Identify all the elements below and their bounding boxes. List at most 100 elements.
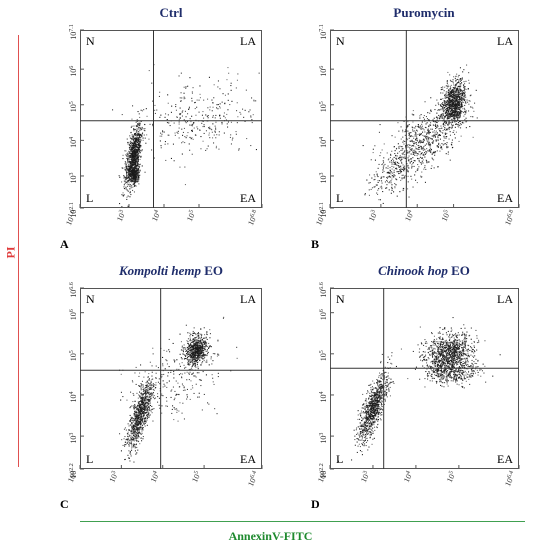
panel-b-event-dot [443,122,445,124]
panel-a-event-dot [136,144,138,146]
panel-c-event-dot [195,347,197,349]
panel-b-event-dot [432,158,434,160]
panel-b-event-dot [408,155,410,157]
panel-c-event-dot [148,392,150,394]
panel-c-event-dot [186,340,188,342]
panel-a-event-dot [132,186,134,188]
panel-b-event-dot [448,103,450,105]
panel-a-event-dot [129,164,131,166]
panel-c-event-dot [137,429,139,431]
panel-b-event-dot [379,199,381,201]
panel-a-event-dot [131,134,133,136]
panel-c-event-dot [202,337,204,339]
panel-c-event-dot [137,449,139,451]
panel-c-event-dot [149,409,151,411]
panel-b-event-dot [405,129,407,131]
panel-a-event-dot [134,174,136,176]
panel-a-event-dot [137,167,139,169]
panel-b-event-dot [452,89,454,91]
panel-b-event-dot [455,131,457,133]
panel-a-event-dot [184,121,186,123]
panel-b-event-dot [378,199,380,201]
panel-b-event-dot [454,96,456,98]
panel-c-event-dot [148,382,150,384]
panel-a-event-dot [181,153,183,155]
panel-b-event-dot [465,80,467,82]
panel-c-event-dot [194,352,196,354]
panel-b-event-dot [394,163,396,165]
panel-c-event-dot [185,350,187,352]
panel-b-event-dot [388,182,390,184]
panel-c-event-dot [197,343,199,345]
panel-c-event-dot [132,426,134,428]
panel-a-event-dot [124,176,126,178]
panel-b-event-dot [450,108,452,110]
panel-b-event-dot [444,104,446,106]
panel-c-event-dot [173,371,175,373]
panel-a-event-dot [238,149,240,151]
panel-b-event-dot [438,109,440,111]
panel-b-event-dot [463,91,465,93]
panel-a-event-dot [186,135,188,137]
panel-b-event-dot [464,93,466,95]
panel-b-event-dot [406,152,408,154]
panel-c-event-dot [171,408,173,410]
panel-b-event-dot [461,95,463,97]
panel-c-event-dot [130,419,132,421]
panel-b-event-dot [426,143,428,145]
panel-b-event-dot [455,79,457,81]
panel-b-event-dot [404,150,406,152]
panel-b-event-dot [458,126,460,128]
panel-b-event-dot [401,170,403,172]
panel-a-event-dot [126,183,128,185]
panel-a-event-dot [152,125,154,127]
panel-b-event-dot [377,189,379,191]
panel-c-event-dot [204,346,206,348]
panel-a-event-dot [141,133,143,135]
panel-a-event-dot [217,104,219,106]
panel-b-event-dot [470,106,472,108]
panel-b-event-dot [401,153,403,155]
panel-c-event-dot [128,442,130,444]
panel-c-event-dot [140,416,142,418]
panel-c-event-dot [145,405,147,407]
panel-b-event-dot [418,146,420,148]
panel-a-event-dot [136,140,138,142]
panel-b-event-dot [461,91,463,93]
panel-c-event-dot [140,419,142,421]
panel-a-event-dot [138,146,140,148]
panel-a-event-dot [191,129,193,131]
panel-b-event-dot [462,92,464,94]
panel-b-event-dot [414,135,416,137]
panel-c-event-dot [124,445,126,447]
panel-b-event-dot [423,168,425,170]
panel-a-event-dot [178,127,180,129]
panel-b-event-dot [459,88,461,90]
panel-a-event-dot [128,155,130,157]
panel-a-event-dot [136,131,138,133]
panel-b-event-dot [449,100,451,102]
x-axis-rule [80,521,525,522]
panel-a-event-dot [135,136,137,138]
panel-b-event-dot [454,95,456,97]
panel-c-event-dot [131,430,133,432]
panel-b-event-dot [454,100,456,102]
panel-a-event-dot [138,122,140,124]
panel-c-event-dot [129,439,131,441]
panel-b-event-dot [377,193,379,195]
panel-b-event-dot [452,90,454,92]
panel-a-event-dot [136,156,138,158]
panel-b-event-dot [432,142,434,144]
panel-b-event-dot [394,136,396,138]
x-axis-title: AnnexinV-FITC [228,529,313,543]
panel-a-event-dot [133,153,135,155]
panel-b-event-dot [462,90,464,92]
panel-a-event-dot [136,146,138,148]
panel-b-event-dot [444,103,446,105]
panel-b-event-dot [443,123,445,125]
panel-c-event-dot [192,356,194,358]
panel-a-event-dot [137,149,139,151]
panel-b-event-dot [449,159,451,161]
panel-a-event-dot [223,115,225,117]
panel-b-event-dot [377,176,379,178]
